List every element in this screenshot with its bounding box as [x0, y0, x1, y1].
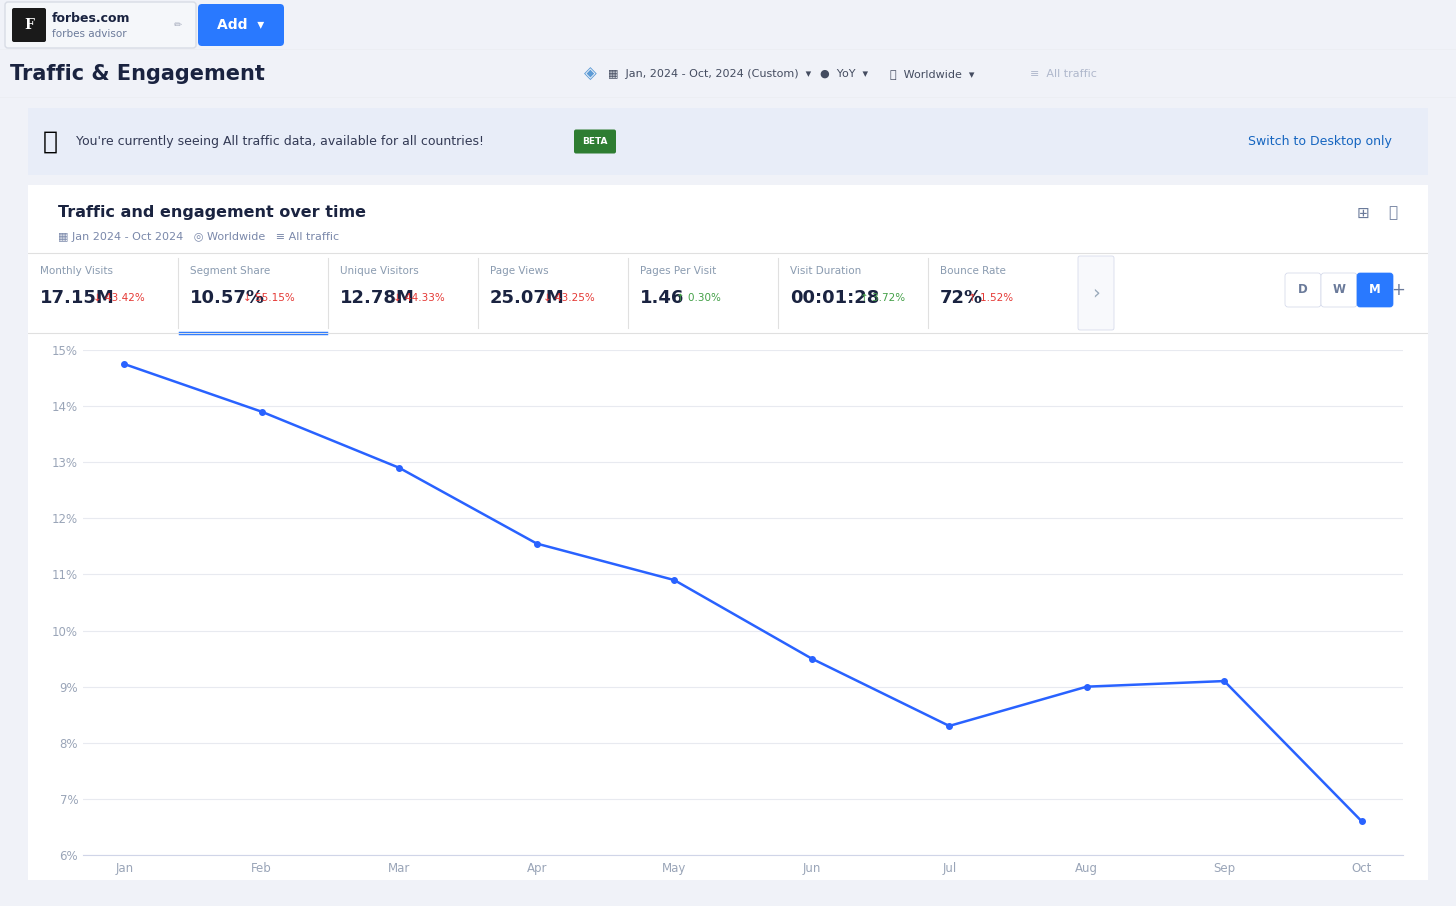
FancyBboxPatch shape [1077, 256, 1114, 330]
Text: 1.46: 1.46 [641, 289, 684, 307]
Text: ≡  All traffic: ≡ All traffic [1029, 69, 1096, 79]
Text: forbes advisor: forbes advisor [52, 29, 127, 39]
Text: Monthly Visits: Monthly Visits [39, 266, 114, 276]
Text: ◈: ◈ [584, 65, 597, 83]
Text: ↓ 44.33%: ↓ 44.33% [393, 293, 444, 303]
Text: forbes.com: forbes.com [52, 12, 131, 24]
Text: ⊞: ⊞ [1357, 206, 1370, 220]
Text: You're currently seeing All traffic data, available for all countries!: You're currently seeing All traffic data… [76, 135, 483, 148]
Text: ↑ 3.72%: ↑ 3.72% [860, 293, 906, 303]
Text: ↓ 43.25%: ↓ 43.25% [543, 293, 594, 303]
Text: ↓ 43.42%: ↓ 43.42% [93, 293, 144, 303]
Text: ✏: ✏ [173, 20, 182, 30]
Text: 72%: 72% [941, 289, 983, 307]
Text: 12.78M: 12.78M [341, 289, 415, 307]
Text: ●  YoY  ▾: ● YoY ▾ [820, 69, 868, 79]
Text: ↓ 55.15%: ↓ 55.15% [243, 293, 294, 303]
Text: Page Views: Page Views [491, 266, 549, 276]
Text: 17.15M: 17.15M [39, 289, 115, 307]
Text: 10.57%: 10.57% [189, 289, 265, 307]
Text: 🖥: 🖥 [42, 130, 57, 153]
Text: Pages Per Visit: Pages Per Visit [641, 266, 716, 276]
Text: Traffic and engagement over time: Traffic and engagement over time [58, 206, 365, 220]
Text: BETA: BETA [582, 137, 607, 146]
FancyBboxPatch shape [198, 4, 284, 46]
Text: Switch to Desktop only: Switch to Desktop only [1248, 135, 1392, 148]
Text: +: + [1390, 281, 1405, 299]
Text: Add  ▾: Add ▾ [217, 18, 265, 32]
FancyBboxPatch shape [574, 130, 616, 153]
Text: Visit Duration: Visit Duration [791, 266, 862, 276]
Text: ▦  Jan, 2024 - Oct, 2024 (Custom)  ▾: ▦ Jan, 2024 - Oct, 2024 (Custom) ▾ [609, 69, 811, 79]
Text: Segment Share: Segment Share [189, 266, 271, 276]
Text: 25.07M: 25.07M [491, 289, 565, 307]
Text: ▦ Jan 2024 - Oct 2024   ◎ Worldwide   ≡ All traffic: ▦ Jan 2024 - Oct 2024 ◎ Worldwide ≡ All … [58, 232, 339, 242]
Text: ↑ 1.52%: ↑ 1.52% [967, 293, 1012, 303]
Text: ↑ 0.30%: ↑ 0.30% [676, 293, 721, 303]
Text: Bounce Rate: Bounce Rate [941, 266, 1006, 276]
FancyBboxPatch shape [26, 183, 1430, 882]
Text: W: W [1332, 284, 1345, 296]
Text: ›: › [1092, 284, 1099, 303]
Text: 00:01:28: 00:01:28 [791, 289, 879, 307]
FancyBboxPatch shape [1321, 273, 1357, 307]
FancyBboxPatch shape [1286, 273, 1321, 307]
FancyBboxPatch shape [4, 2, 197, 48]
FancyBboxPatch shape [12, 8, 47, 42]
FancyBboxPatch shape [26, 106, 1430, 177]
FancyBboxPatch shape [1357, 273, 1393, 307]
Text: D: D [1299, 284, 1307, 296]
Text: F: F [25, 18, 33, 32]
Text: 🌐  Worldwide  ▾: 🌐 Worldwide ▾ [890, 69, 974, 79]
Text: M: M [1369, 284, 1380, 296]
Text: Traffic & Engagement: Traffic & Engagement [10, 64, 265, 84]
Text: ⤴: ⤴ [1389, 206, 1398, 220]
Text: Unique Visitors: Unique Visitors [341, 266, 419, 276]
